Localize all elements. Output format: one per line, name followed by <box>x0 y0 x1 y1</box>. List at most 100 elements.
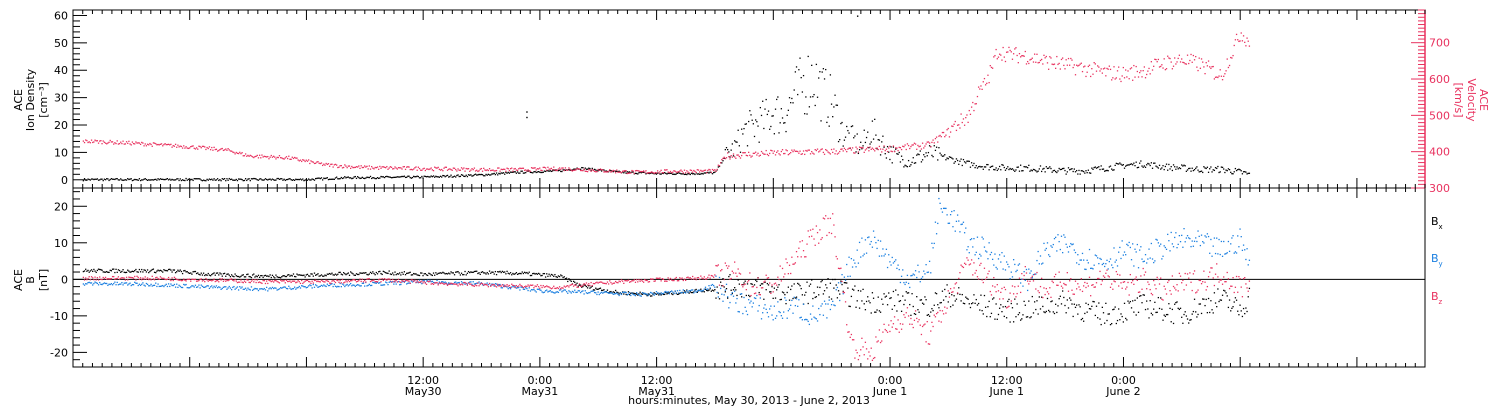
velocity-point <box>734 156 735 157</box>
density-point <box>503 172 504 173</box>
velocity-point <box>843 150 844 151</box>
bx-point <box>417 274 418 275</box>
density-point <box>964 161 965 162</box>
bz-point <box>587 284 588 285</box>
bz-point <box>1068 291 1069 292</box>
bz-point <box>494 284 495 285</box>
bx-point <box>354 275 355 276</box>
density-point <box>790 102 791 103</box>
density-point <box>413 176 414 177</box>
bx-point <box>170 269 171 270</box>
bx-point <box>1241 310 1242 311</box>
density-point <box>389 176 390 177</box>
by-point <box>637 293 638 294</box>
bz-point <box>1021 273 1022 274</box>
density-point <box>115 178 116 179</box>
bx-point <box>1056 312 1057 313</box>
velocity-point <box>157 144 158 145</box>
velocity-point <box>965 117 966 118</box>
velocity-point <box>1239 40 1240 41</box>
density-point <box>364 178 365 179</box>
density-point <box>857 133 858 134</box>
bz-point <box>251 281 252 282</box>
density-point <box>348 176 349 177</box>
velocity-point <box>1235 39 1236 40</box>
velocity-point <box>419 168 420 169</box>
density-point <box>712 173 713 174</box>
by-point <box>303 286 304 287</box>
bz-point <box>1074 294 1075 295</box>
density-point <box>120 178 121 179</box>
velocity-point <box>657 170 658 171</box>
by-point <box>614 293 615 294</box>
density-point <box>448 176 449 177</box>
bx-point <box>171 271 172 272</box>
velocity-point <box>636 170 637 171</box>
bx-point <box>1076 304 1077 305</box>
by-point <box>1232 235 1233 236</box>
velocity-point <box>1140 70 1141 71</box>
bz-point <box>513 285 514 286</box>
bz-point <box>735 273 736 274</box>
density-point <box>1196 166 1197 167</box>
by-point <box>761 318 762 319</box>
density-point <box>725 149 726 150</box>
bx-point <box>900 300 901 301</box>
bx-point <box>1186 315 1187 316</box>
bx-point <box>190 272 191 273</box>
by-point <box>389 282 390 283</box>
bx-point <box>469 272 470 273</box>
density-point <box>1083 171 1084 172</box>
bz-point <box>462 284 463 285</box>
bz-point <box>106 279 107 280</box>
velocity-point <box>149 143 150 144</box>
bz-point <box>750 295 751 296</box>
velocity-point <box>753 153 754 154</box>
density-point <box>244 180 245 181</box>
velocity-point <box>271 155 272 156</box>
bx-point <box>337 274 338 275</box>
bz-point <box>666 281 667 282</box>
density-point <box>833 106 834 107</box>
bz-point <box>875 336 876 337</box>
by-point <box>810 313 811 314</box>
velocity-point <box>987 75 988 76</box>
bx-point <box>579 285 580 286</box>
bx-point <box>327 274 328 275</box>
velocity-point <box>664 169 665 170</box>
by-point <box>543 292 544 293</box>
bx-point <box>725 291 726 292</box>
bx-point <box>506 271 507 272</box>
bx-point <box>756 281 757 282</box>
density-point <box>998 168 999 169</box>
bz-point <box>601 282 602 283</box>
by-point <box>880 240 881 241</box>
bx-point <box>858 290 859 291</box>
bx-point <box>713 290 714 291</box>
bx-point <box>721 285 722 286</box>
density-point <box>795 71 796 72</box>
by-point <box>1102 264 1103 265</box>
density-point <box>334 179 335 180</box>
bx-point <box>366 274 367 275</box>
velocity-point <box>321 162 322 163</box>
density-point <box>149 179 150 180</box>
bz-point <box>573 286 574 287</box>
by-point <box>225 286 226 287</box>
density-point <box>224 178 225 179</box>
density-point <box>380 176 381 177</box>
bz-point <box>970 263 971 264</box>
velocity-point <box>904 144 905 145</box>
velocity-point <box>1245 45 1246 46</box>
velocity-point <box>850 147 851 148</box>
bz-point <box>680 278 681 279</box>
velocity-point <box>708 169 709 170</box>
bx-point <box>948 301 949 302</box>
bz-point <box>368 278 369 279</box>
bz-point <box>1041 278 1042 279</box>
bx-point <box>484 272 485 273</box>
bz-point <box>771 284 772 285</box>
velocity-point <box>280 157 281 158</box>
bz-point <box>175 278 176 279</box>
